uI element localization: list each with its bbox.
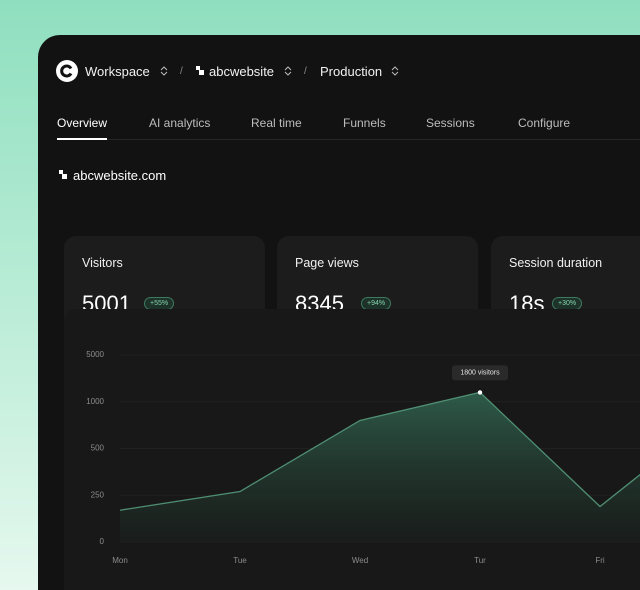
logo [56, 60, 78, 82]
y-tick-label: 0 [100, 537, 105, 546]
y-tick-label: 500 [91, 444, 105, 453]
tab-indicator [57, 138, 107, 140]
site-icon [59, 170, 67, 179]
x-tick-label: Mon [112, 556, 128, 565]
x-tick-label: Wed [352, 556, 368, 565]
tab[interactable]: Configure [518, 116, 571, 130]
data-point [477, 390, 483, 395]
tab[interactable]: Overview [57, 116, 108, 130]
app-window: Workspace / abcwebsite / Production Over… [38, 35, 640, 590]
card-title: Visitors [82, 256, 123, 270]
y-tick-label: 1000 [86, 397, 104, 406]
tooltip-label: 1800 visitors [460, 370, 500, 377]
chevron [284, 66, 292, 76]
separator: / [180, 66, 183, 77]
site-icon [196, 66, 204, 75]
y-tick-label: 5000 [86, 350, 104, 359]
x-tick-label: Fri [595, 556, 605, 565]
chevron [160, 66, 168, 76]
x-tick-label: Tue [233, 556, 247, 565]
y-tick-label: 250 [91, 490, 105, 499]
chevron [391, 66, 399, 76]
card-title: Page views [295, 256, 359, 270]
chart: 0 250 500 1000 5000 Mon Tue Wed Tur Fri 1800 visit… [64, 309, 640, 590]
separator: / [304, 66, 307, 77]
tab[interactable]: Funnels [343, 116, 386, 130]
breadcrumb[interactable]: Workspace [85, 64, 150, 79]
x-tick-label: Tur [474, 556, 486, 565]
tab-divider [57, 139, 640, 140]
line [119, 391, 640, 511]
tab[interactable]: Real time [251, 116, 302, 130]
tab[interactable]: AI analytics [149, 116, 211, 130]
breadcrumb[interactable]: Production [320, 64, 383, 79]
tab[interactable]: Sessions [426, 116, 475, 130]
area [120, 392, 640, 542]
site-name: abcwebsite.com [73, 168, 167, 183]
breadcrumb[interactable]: abcwebsite [209, 64, 275, 79]
card-title: Session duration [509, 256, 603, 270]
tooltip-box [452, 365, 508, 381]
